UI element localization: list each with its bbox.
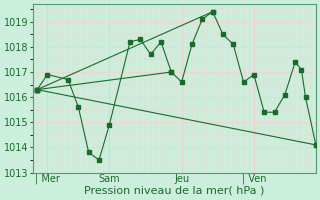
- X-axis label: Pression niveau de la mer( hPa ): Pression niveau de la mer( hPa ): [84, 186, 265, 196]
